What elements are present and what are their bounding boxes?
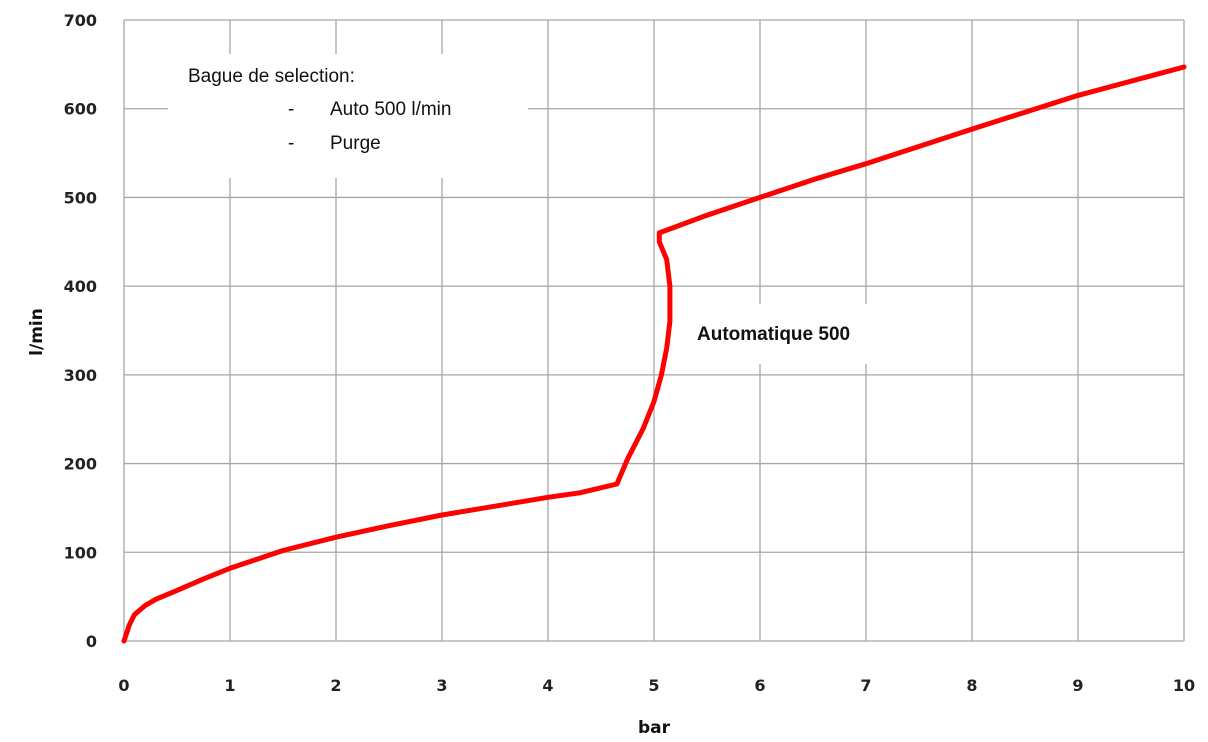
series-line: [121, 64, 1187, 644]
x-axis-title: bar: [638, 718, 671, 738]
y-tick-label: 0: [86, 632, 97, 651]
y-tick-label: 300: [64, 366, 97, 385]
y-tick-label: 200: [64, 455, 97, 474]
annotation: Automatique 500: [693, 304, 869, 364]
y-tick-label: 700: [64, 11, 97, 30]
y-tick-label: 400: [64, 277, 97, 296]
legend-title: Bague de selection:: [188, 66, 355, 87]
y-tick-label: 100: [64, 543, 97, 562]
legend-item-auto-500: Auto 500 l/min: [330, 99, 451, 120]
legend-bullet-2: -: [288, 133, 294, 154]
x-tick-label: 9: [1072, 676, 1083, 695]
x-tick-label: 6: [754, 676, 765, 695]
legend-box: [168, 54, 528, 178]
y-tick-labels: 0 100 200 300 400 500 600 700: [64, 11, 97, 651]
x-tick-label: 3: [436, 676, 447, 695]
legend-item-purge: Purge: [330, 133, 381, 154]
x-tick-label: 8: [966, 676, 977, 695]
annotation-automatique-500: Automatique 500: [697, 324, 850, 345]
x-tick-labels: 0 1 2 3 4 5 6 7 8 9 10: [118, 676, 1195, 695]
x-tick-label: 5: [648, 676, 659, 695]
x-tick-label: 7: [860, 676, 871, 695]
y-tick-label: 500: [64, 188, 97, 207]
x-tick-label: 4: [542, 676, 553, 695]
y-tick-label: 600: [64, 100, 97, 119]
x-tick-label: 1: [224, 676, 235, 695]
legend: Bague de selection: - Auto 500 l/min - P…: [168, 54, 528, 178]
grid: [123, 19, 1185, 642]
x-tick-label: 0: [118, 676, 129, 695]
y-axis-title: l/min: [27, 308, 47, 356]
annotation-bg: [693, 304, 869, 364]
series-group: [121, 64, 1187, 644]
x-tick-label: 2: [330, 676, 341, 695]
legend-bullet-1: -: [288, 99, 294, 120]
x-tick-label: 10: [1173, 676, 1195, 695]
